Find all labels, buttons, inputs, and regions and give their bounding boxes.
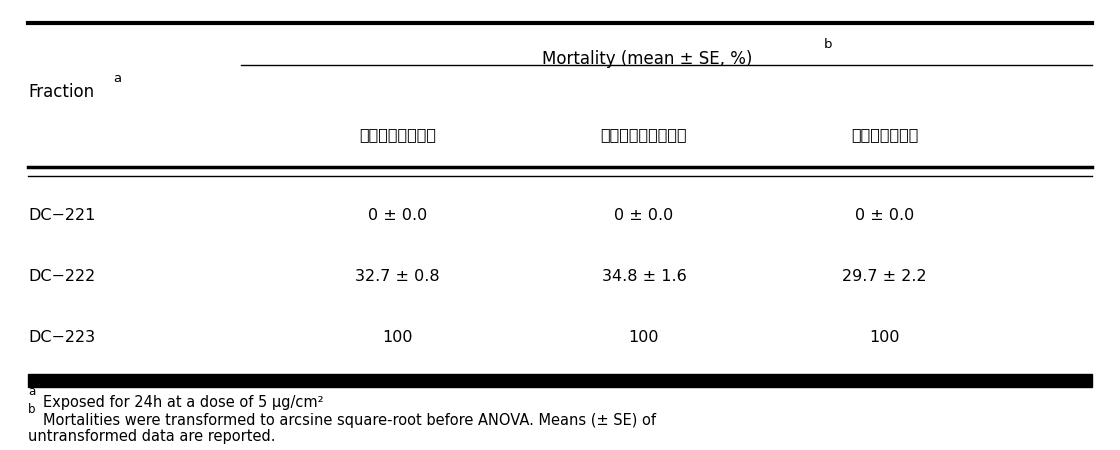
Text: 0 ± 0.0: 0 ± 0.0 — [615, 208, 673, 224]
Text: DC−223: DC−223 — [28, 330, 95, 345]
Text: 0 ± 0.0: 0 ± 0.0 — [368, 208, 427, 224]
Text: 32.7 ± 0.8: 32.7 ± 0.8 — [355, 269, 440, 284]
Text: 100: 100 — [869, 330, 900, 345]
Text: a: a — [113, 72, 121, 85]
Text: Exposed for 24h at a dose of 5 μg/cm²: Exposed for 24h at a dose of 5 μg/cm² — [43, 395, 324, 410]
Text: DC−221: DC−221 — [28, 208, 95, 224]
Text: 저장식품진드기: 저장식품진드기 — [851, 127, 918, 143]
Text: 100: 100 — [382, 330, 413, 345]
Text: b: b — [823, 38, 832, 50]
Text: 큰다리먹지진드기: 큰다리먹지진드기 — [360, 127, 436, 143]
Text: Fraction: Fraction — [28, 83, 94, 101]
Text: Mortality (mean ± SE, %): Mortality (mean ± SE, %) — [542, 50, 752, 68]
Text: 0 ± 0.0: 0 ± 0.0 — [856, 208, 914, 224]
Text: 34.8 ± 1.6: 34.8 ± 1.6 — [601, 269, 687, 284]
Text: a: a — [28, 385, 35, 398]
Text: 100: 100 — [628, 330, 660, 345]
Text: untransformed data are reported.: untransformed data are reported. — [28, 429, 276, 444]
Text: 29.7 ± 2.2: 29.7 ± 2.2 — [842, 269, 927, 284]
Text: 세로무니먹지진드기: 세로무니먹지진드기 — [600, 127, 688, 143]
Bar — [28, 374, 1092, 387]
Text: Mortalities were transformed to arcsine square-root before ANOVA. Means (± SE) o: Mortalities were transformed to arcsine … — [43, 413, 655, 428]
Text: DC−222: DC−222 — [28, 269, 95, 284]
Text: b: b — [28, 403, 36, 416]
